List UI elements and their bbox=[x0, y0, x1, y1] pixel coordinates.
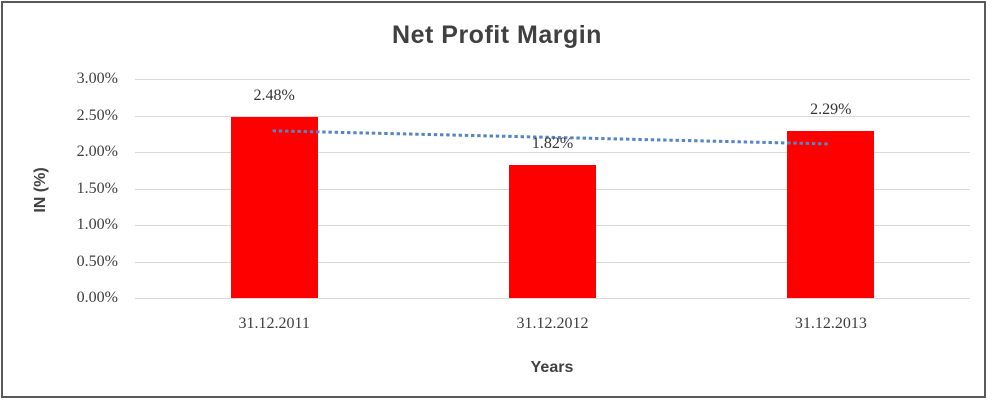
y-tick-label: 1.50% bbox=[76, 179, 118, 197]
y-tick-label: 1.00% bbox=[76, 216, 118, 233]
gridline bbox=[135, 152, 970, 153]
y-tick-label: 2.00% bbox=[76, 143, 118, 160]
x-tick-label-2: 31.12.2012 bbox=[516, 315, 589, 332]
y-tick-label: 2.50% bbox=[76, 106, 118, 124]
chart-title: Net Profit Margin bbox=[392, 21, 602, 49]
plot-area[interactable]: 2.48% 1.82% 2.29% bbox=[135, 79, 970, 299]
x-tick-label-1: 31.12.2011 bbox=[238, 315, 310, 332]
y-tick-label: 0.50% bbox=[76, 252, 118, 270]
gridline bbox=[135, 79, 970, 80]
data-label-1: 2.48% bbox=[253, 86, 295, 104]
x-tick-label-3: 31.12.2013 bbox=[794, 315, 867, 332]
y-tick-label: 3.00% bbox=[76, 70, 118, 87]
trendline[interactable] bbox=[135, 79, 970, 298]
gridline bbox=[135, 298, 970, 299]
bar-2[interactable] bbox=[509, 165, 596, 298]
bar-3[interactable] bbox=[787, 130, 875, 298]
data-label-2: 1.82% bbox=[531, 135, 574, 153]
trendline-path[interactable] bbox=[272, 129, 833, 146]
data-label-3: 2.29% bbox=[810, 100, 852, 118]
x-axis-title: Years bbox=[530, 359, 574, 376]
y-tick-label: 0.00% bbox=[76, 289, 118, 306]
gridline bbox=[135, 115, 970, 117]
bar-1[interactable] bbox=[230, 116, 318, 298]
